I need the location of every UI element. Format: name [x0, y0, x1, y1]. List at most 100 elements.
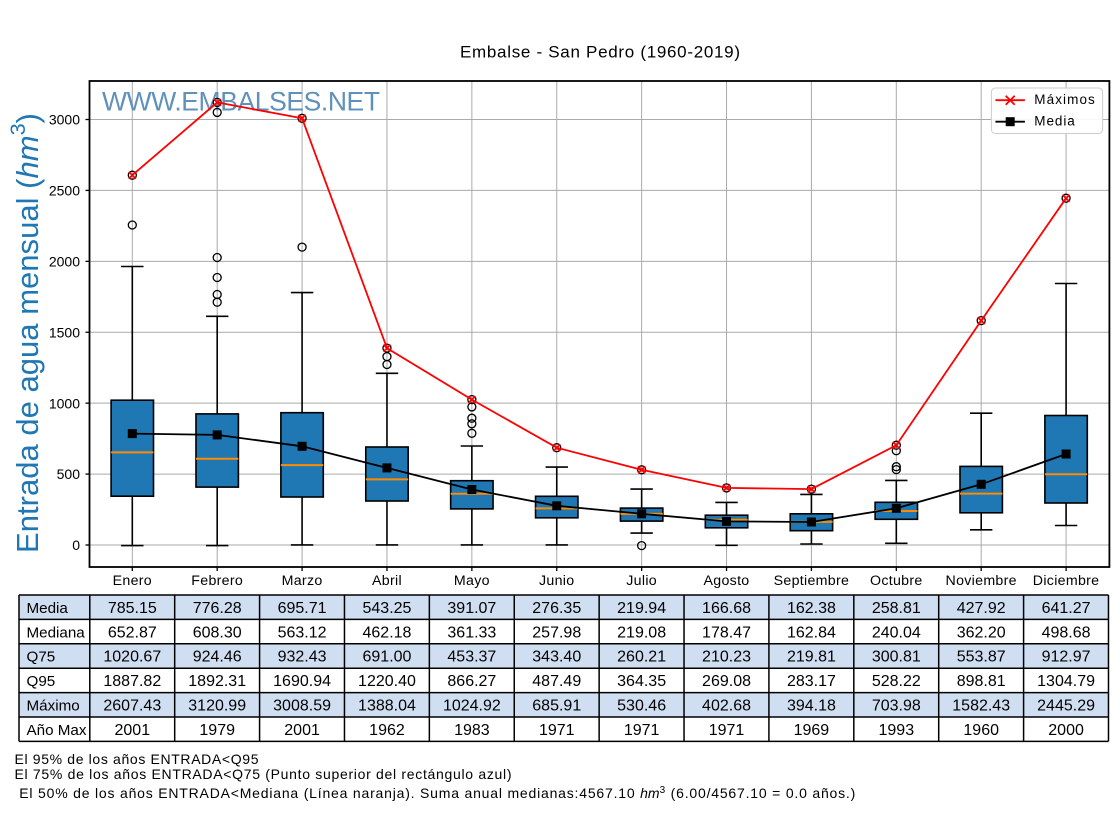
- svg-text:Año Max: Año Max: [27, 722, 87, 739]
- svg-text:219.08: 219.08: [617, 624, 666, 641]
- svg-text:1993: 1993: [879, 722, 915, 739]
- svg-text:Mediana: Mediana: [27, 624, 86, 641]
- svg-text:2607.43: 2607.43: [103, 698, 161, 715]
- svg-text:608.30: 608.30: [193, 624, 242, 641]
- svg-text:210.23: 210.23: [702, 649, 751, 666]
- svg-text:394.18: 394.18: [787, 698, 836, 715]
- svg-text:Febrero: Febrero: [191, 573, 243, 589]
- svg-text:1971: 1971: [709, 722, 745, 739]
- svg-text:652.87: 652.87: [108, 624, 157, 641]
- svg-text:2000: 2000: [1048, 722, 1084, 739]
- svg-text:Embalse - San Pedro (1960-2019: Embalse - San Pedro (1960-2019): [460, 43, 740, 62]
- svg-text:166.68: 166.68: [702, 600, 751, 617]
- svg-text:300.81: 300.81: [872, 649, 921, 666]
- svg-text:1000: 1000: [49, 395, 80, 411]
- svg-text:1500: 1500: [49, 324, 80, 340]
- svg-text:1962: 1962: [369, 722, 405, 739]
- svg-text:695.71: 695.71: [278, 600, 327, 617]
- svg-text:Q75: Q75: [27, 649, 56, 666]
- svg-text:219.81: 219.81: [787, 649, 836, 666]
- svg-text:932.43: 932.43: [278, 649, 327, 666]
- svg-text:1979: 1979: [199, 722, 235, 739]
- svg-text:691.00: 691.00: [363, 649, 412, 666]
- svg-text:162.84: 162.84: [787, 624, 836, 641]
- svg-text:3000: 3000: [49, 112, 80, 128]
- svg-text:Agosto: Agosto: [704, 573, 750, 589]
- svg-text:El 50% de los años ENTRADA<Med: El 50% de los años ENTRADA<Mediana (Líne…: [19, 785, 856, 801]
- svg-text:866.27: 866.27: [447, 673, 496, 690]
- svg-text:Mayo: Mayo: [454, 573, 490, 589]
- svg-text:1690.94: 1690.94: [273, 673, 331, 690]
- svg-text:1892.31: 1892.31: [188, 673, 246, 690]
- svg-text:1024.92: 1024.92: [443, 698, 501, 715]
- svg-text:364.35: 364.35: [617, 673, 666, 690]
- svg-text:391.07: 391.07: [447, 600, 496, 617]
- svg-text:257.98: 257.98: [532, 624, 581, 641]
- svg-text:530.46: 530.46: [617, 698, 666, 715]
- svg-text:219.94: 219.94: [617, 600, 666, 617]
- svg-text:283.17: 283.17: [787, 673, 836, 690]
- svg-text:Marzo: Marzo: [282, 573, 323, 589]
- svg-text:543.25: 543.25: [363, 600, 412, 617]
- svg-text:Septiembre: Septiembre: [774, 573, 850, 589]
- svg-text:162.38: 162.38: [787, 600, 836, 617]
- svg-text:553.87: 553.87: [957, 649, 1006, 666]
- svg-text:898.81: 898.81: [957, 673, 1006, 690]
- svg-text:Entrada de agua mensual (hm3): Entrada de agua mensual (hm3): [5, 113, 45, 553]
- svg-text:641.27: 641.27: [1042, 600, 1091, 617]
- svg-text:402.68: 402.68: [702, 698, 751, 715]
- svg-text:785.15: 785.15: [108, 600, 157, 617]
- svg-text:El 95% de los años ENTRADA<Q95: El 95% de los años ENTRADA<Q95: [15, 751, 259, 767]
- svg-text:Q95: Q95: [27, 673, 56, 690]
- svg-text:240.04: 240.04: [872, 624, 921, 641]
- svg-text:912.97: 912.97: [1042, 649, 1091, 666]
- svg-text:343.40: 343.40: [532, 649, 581, 666]
- svg-text:1983: 1983: [454, 722, 490, 739]
- svg-text:427.92: 427.92: [957, 600, 1006, 617]
- svg-text:3008.59: 3008.59: [273, 698, 331, 715]
- svg-text:1969: 1969: [794, 722, 830, 739]
- svg-text:Junio: Junio: [539, 573, 574, 589]
- svg-text:1971: 1971: [539, 722, 575, 739]
- svg-text:2001: 2001: [115, 722, 151, 739]
- svg-text:924.46: 924.46: [193, 649, 242, 666]
- svg-text:Abril: Abril: [372, 573, 402, 589]
- svg-text:685.91: 685.91: [532, 698, 581, 715]
- svg-text:Media: Media: [27, 600, 69, 617]
- svg-text:Octubre: Octubre: [870, 573, 923, 589]
- svg-text:1971: 1971: [624, 722, 660, 739]
- svg-text:258.81: 258.81: [872, 600, 921, 617]
- svg-text:Julio: Julio: [626, 573, 657, 589]
- svg-text:703.98: 703.98: [872, 698, 921, 715]
- svg-text:2001: 2001: [284, 722, 320, 739]
- svg-text:178.47: 178.47: [702, 624, 751, 641]
- svg-text:462.18: 462.18: [363, 624, 412, 641]
- svg-text:Media: Media: [1034, 114, 1075, 129]
- svg-text:3120.99: 3120.99: [188, 698, 246, 715]
- svg-text:1020.67: 1020.67: [103, 649, 161, 666]
- svg-text:260.21: 260.21: [617, 649, 666, 666]
- svg-text:2500: 2500: [49, 183, 80, 199]
- svg-text:361.33: 361.33: [447, 624, 496, 641]
- svg-text:Enero: Enero: [113, 573, 152, 589]
- svg-text:2000: 2000: [49, 253, 80, 269]
- svg-text:453.37: 453.37: [447, 649, 496, 666]
- svg-text:487.49: 487.49: [532, 673, 581, 690]
- svg-text:498.68: 498.68: [1042, 624, 1091, 641]
- svg-text:1960: 1960: [963, 722, 999, 739]
- svg-text:2445.29: 2445.29: [1037, 698, 1095, 715]
- svg-text:Máximos: Máximos: [1034, 92, 1095, 107]
- svg-text:276.35: 276.35: [532, 600, 581, 617]
- svg-text:1887.82: 1887.82: [103, 673, 161, 690]
- svg-text:Diciembre: Diciembre: [1033, 573, 1100, 589]
- svg-text:El 75% de los años ENTRADA<Q75: El 75% de los años ENTRADA<Q75 (Punto su…: [15, 766, 512, 782]
- svg-text:Noviembre: Noviembre: [946, 573, 1017, 589]
- svg-text:500: 500: [57, 466, 81, 482]
- svg-text:528.22: 528.22: [872, 673, 921, 690]
- svg-text:1388.04: 1388.04: [358, 698, 416, 715]
- svg-text:WWW.EMBALSES.NET: WWW.EMBALSES.NET: [102, 87, 380, 117]
- svg-text:1304.79: 1304.79: [1037, 673, 1095, 690]
- svg-text:Máximo: Máximo: [27, 698, 80, 715]
- svg-text:362.20: 362.20: [957, 624, 1006, 641]
- svg-text:776.28: 776.28: [193, 600, 242, 617]
